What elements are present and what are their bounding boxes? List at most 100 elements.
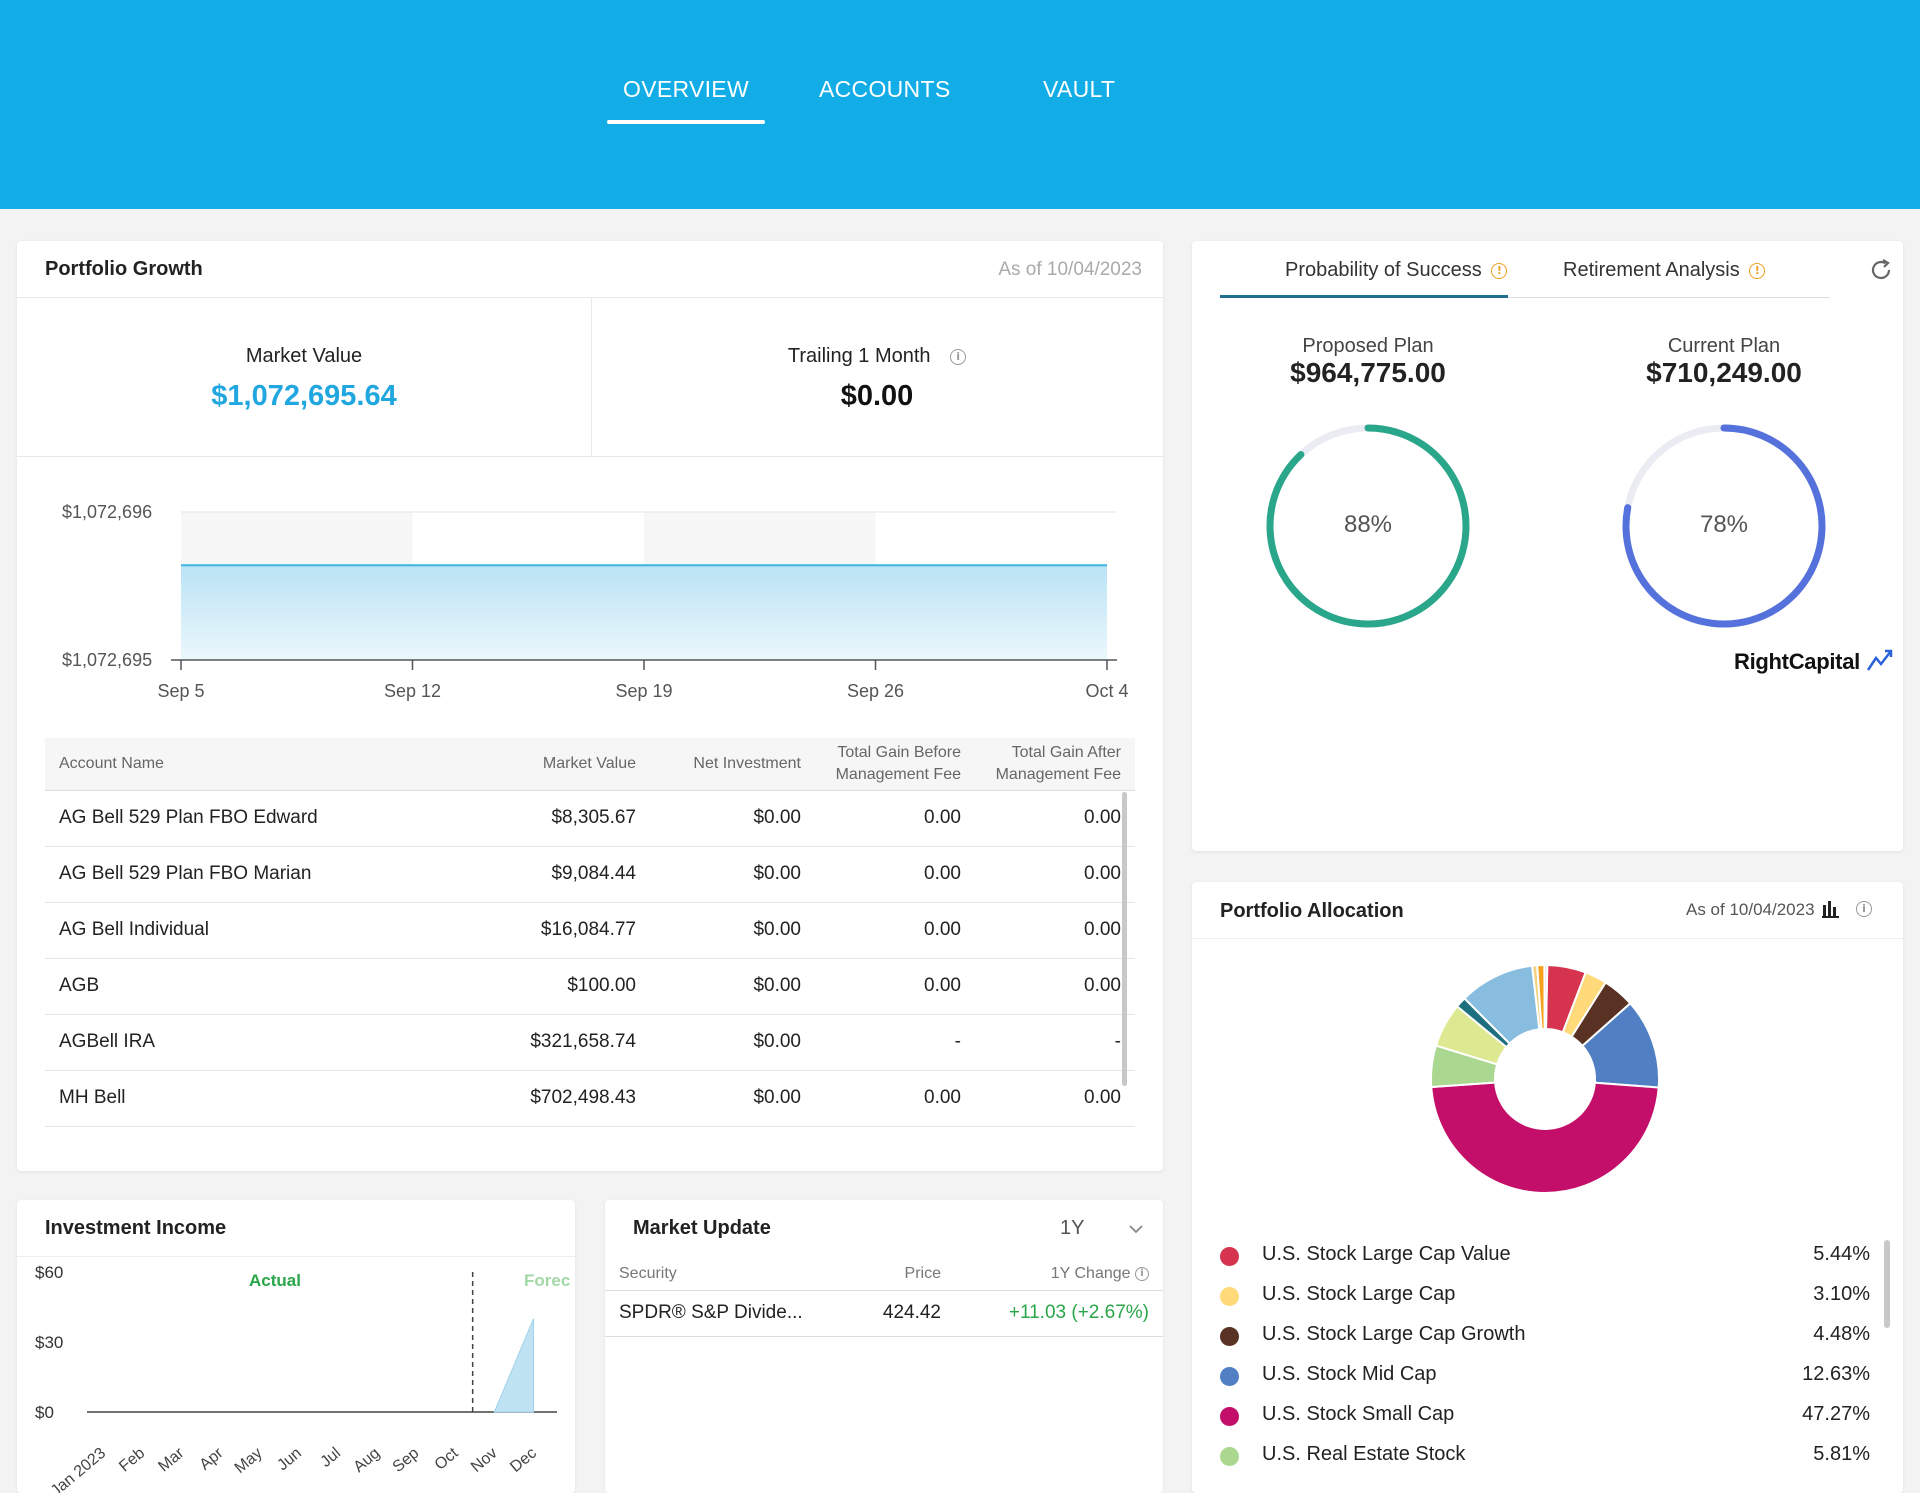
divider [1192, 938, 1903, 939]
col-price: Price [835, 1258, 955, 1291]
current-plan-label: Current Plan [1667, 335, 1781, 357]
legend-item[interactable]: U.S. Stock Mid Cap 12.63% [1220, 1361, 1870, 1391]
x-tick-label: Aug [351, 1445, 384, 1476]
legend-item[interactable]: U.S. Stock Large Cap Growth 4.48% [1220, 1321, 1870, 1351]
forecast-label: Forec [524, 1271, 570, 1290]
accounts-table-header: Account Name Market Value Net Investment… [45, 738, 1135, 791]
portfolio-growth-as-of: As of 10/04/2023 [998, 259, 1142, 280]
account-name-cell: AG Bell 529 Plan FBO Marian [45, 846, 485, 903]
portfolio-growth-title: Portfolio Growth [45, 258, 203, 280]
info-icon[interactable]: i [950, 348, 967, 365]
legend-dot-icon [1220, 1367, 1239, 1386]
security-name: SPDR® S&P Divide... [605, 1290, 835, 1337]
market-value-cell: $702,498.43 [485, 1070, 650, 1127]
table-row[interactable]: AG Bell Individual $16,084.77 $0.00 0.00 0.0… [45, 902, 1135, 959]
legend-item[interactable]: U.S. Stock Large Cap 3.10% [1220, 1281, 1870, 1311]
legend-item[interactable]: U.S. Stock Small Cap 47.27% [1220, 1401, 1870, 1431]
legend-percent: 12.63% [1802, 1363, 1870, 1385]
tab-probability-label: Probability of Success [1285, 259, 1482, 281]
tab-probability-of-success[interactable]: Probability of Success ! [1285, 259, 1508, 282]
refresh-icon[interactable] [1868, 257, 1894, 283]
forecast-area [493, 1318, 534, 1413]
legend-percent: 4.48% [1813, 1323, 1870, 1345]
info-icon[interactable]: ! [1491, 262, 1508, 279]
market-table-header: Security Price 1Y Change i [605, 1258, 1163, 1291]
legend-label: U.S. Stock Large Cap Growth [1262, 1323, 1526, 1345]
info-icon[interactable]: i [1135, 1266, 1149, 1281]
tab-accounts[interactable]: ACCOUNTS [819, 76, 951, 102]
current-plan-percent: 78% [1699, 511, 1749, 538]
tab-overview[interactable]: OVERVIEW [607, 76, 765, 124]
x-tick-label: Mar [155, 1444, 188, 1475]
x-tick-label: Oct 4 [1085, 681, 1128, 701]
market-value-cell: $321,658.74 [485, 1014, 650, 1071]
legend-dot-icon [1220, 1327, 1239, 1346]
donut-slice [1543, 964, 1549, 1031]
x-tick-label: Sep [390, 1445, 423, 1476]
gain-after-fee-cell: 0.00 [975, 790, 1135, 847]
table-scrollbar[interactable] [1122, 792, 1127, 1086]
top-nav-bar: OVERVIEW ACCOUNTS VAULT [0, 0, 1920, 209]
x-tick-label: Jan 2023 [48, 1445, 109, 1493]
info-icon[interactable]: ! [1749, 262, 1766, 279]
market-value-cell: $16,084.77 [485, 902, 650, 959]
market-value-label: Market Value [245, 345, 363, 367]
legend-percent: 3.10% [1813, 1283, 1870, 1305]
gain-before-fee-cell: 0.00 [815, 1070, 975, 1127]
legend-percent: 5.44% [1813, 1243, 1870, 1265]
table-row[interactable]: MH Bell $702,498.43 $0.00 0.00 0.00 [45, 1070, 1135, 1127]
legend-scrollbar[interactable] [1884, 1240, 1890, 1328]
x-tick-label: Sep 12 [384, 681, 441, 701]
proposed-plan-gauge [1266, 424, 1470, 628]
net-investment-cell: $0.00 [650, 846, 815, 903]
table-row[interactable]: SPDR® S&P Divide... 424.42 +11.03 (+2.67… [605, 1290, 1163, 1337]
gauge-arc [1622, 424, 1826, 628]
rightcapital-logo: RightCapital [1734, 648, 1894, 675]
period-select[interactable]: 1Y [1060, 1217, 1085, 1239]
security-price: 424.42 [835, 1290, 955, 1337]
x-tick-label: Feb [116, 1445, 148, 1476]
gain-after-fee-cell: 0.00 [975, 902, 1135, 959]
col-gain-before-fee[interactable]: Total Gain Before Management Fee [815, 738, 975, 791]
market-value-cell: $9,084.44 [485, 846, 650, 903]
legend-dot-icon [1220, 1447, 1239, 1466]
legend-item[interactable]: U.S. Real Estate Stock 5.81% [1220, 1441, 1870, 1471]
tab-vault[interactable]: VAULT [1043, 76, 1116, 102]
investment-income-title: Investment Income [45, 1217, 227, 1239]
gain-before-fee-cell: 0.00 [815, 790, 975, 847]
chevron-down-icon[interactable] [1128, 1222, 1144, 1236]
legend-item[interactable]: U.S. Stock Large Cap Value 5.44% [1220, 1241, 1870, 1271]
col-gain-after-fee[interactable]: Total Gain After Management Fee [975, 738, 1135, 791]
rightcapital-logo-text: RightCapital [1734, 649, 1860, 674]
net-investment-cell: $0.00 [650, 1014, 815, 1071]
col-market-value[interactable]: Market Value [485, 738, 650, 791]
net-investment-cell: $0.00 [650, 1070, 815, 1127]
current-plan-value: $710,249.00 [1646, 357, 1802, 388]
col-net-investment[interactable]: Net Investment [650, 738, 815, 791]
account-name-cell: AGB [45, 958, 485, 1015]
series-area [181, 565, 1107, 660]
x-tick-label: Sep 19 [615, 681, 672, 701]
probability-card [1192, 241, 1903, 851]
gauge-arc [1266, 424, 1470, 628]
col-account-name[interactable]: Account Name [45, 738, 485, 791]
account-name-cell: MH Bell [45, 1070, 485, 1127]
table-row[interactable]: AGBell IRA $321,658.74 $0.00- - [45, 1014, 1135, 1071]
legend-dot-icon [1220, 1287, 1239, 1306]
legend-percent: 5.81% [1813, 1443, 1870, 1465]
table-row[interactable]: AGB $100.00 $0.00 0.00 0.00 [45, 958, 1135, 1015]
table-row[interactable]: AG Bell 529 Plan FBO Edward $8,305.67 $0.0… [45, 790, 1135, 847]
x-tick-label: Sep 5 [157, 681, 204, 701]
portfolio-growth-chart: Sep 5 Sep 12 Sep 19 Sep 26 Oct 4 $1,072,696 $1… [62, 502, 1129, 701]
table-row[interactable]: AG Bell 529 Plan FBO Marian $9,084.44 $0.0… [45, 846, 1135, 903]
current-plan-gauge [1622, 424, 1826, 628]
allocation-donut-chart [1430, 963, 1660, 1194]
bar-chart-icon[interactable] [1822, 901, 1840, 918]
legend-label: U.S. Stock Small Cap [1262, 1403, 1455, 1425]
tab-retirement-analysis[interactable]: Retirement Analysis ! [1563, 259, 1766, 282]
active-tab-indicator [1220, 295, 1508, 298]
info-icon[interactable]: i [1856, 901, 1872, 917]
account-name-cell: AGBell IRA [45, 1014, 485, 1071]
x-tick-label: May [232, 1445, 266, 1477]
trailing-month-label: Trailing 1 Month i [591, 345, 1163, 368]
